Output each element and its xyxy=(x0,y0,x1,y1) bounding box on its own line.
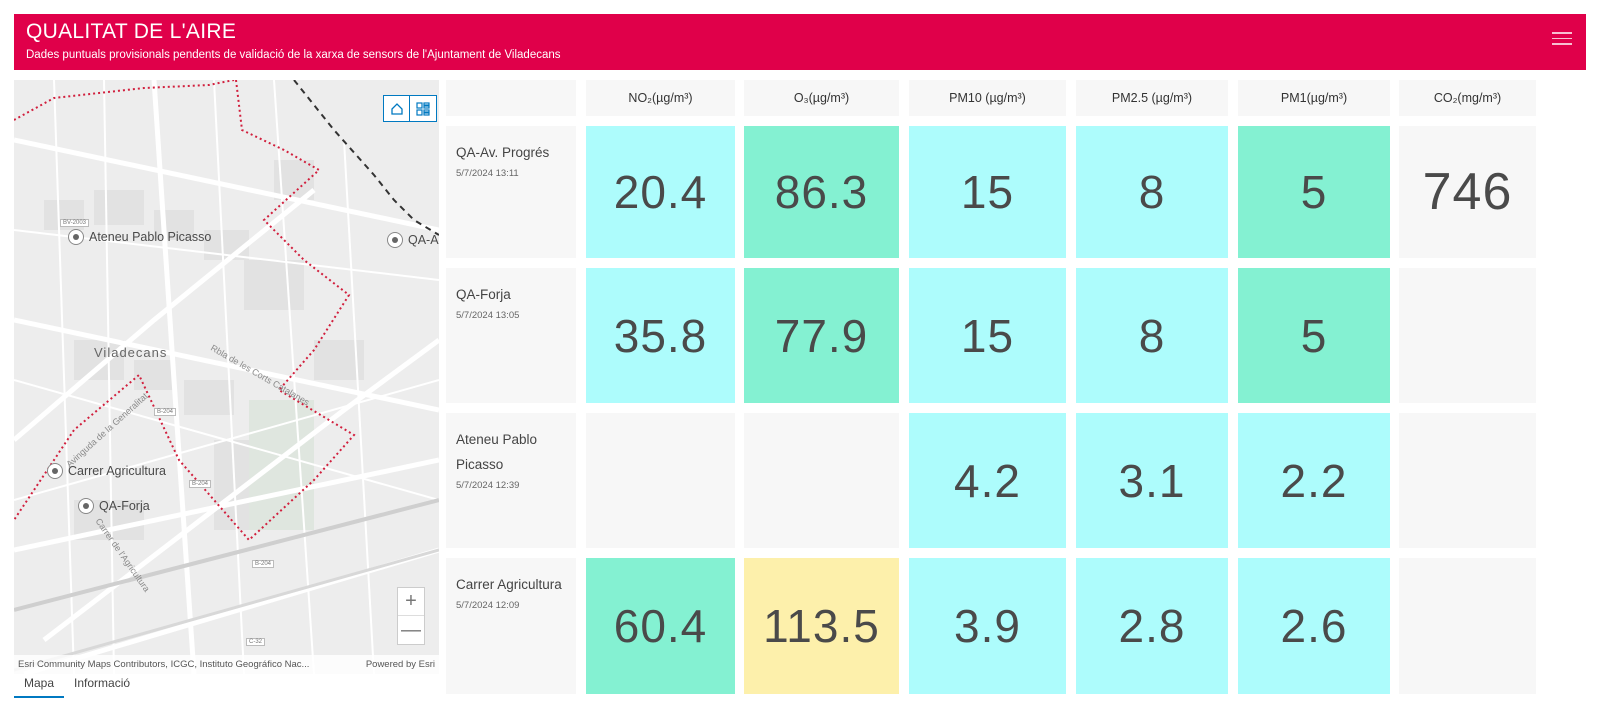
value-cell-o3: 113.5 xyxy=(744,558,899,694)
row-header-qa-forja: QA-Forja 5/7/2024 13:05 xyxy=(446,268,576,403)
value-cell-pm1: 2.6 xyxy=(1238,558,1390,694)
value-cell-pm25: 8 xyxy=(1076,268,1228,403)
sensor-icon xyxy=(78,498,94,514)
air-quality-grid: NO₂(µg/m³) O₃(µg/m³) PM10 (µg/m³) PM2.5 … xyxy=(446,80,1586,696)
value-cell-o3: 77.9 xyxy=(744,268,899,403)
station-timestamp: 5/7/2024 12:09 xyxy=(456,600,520,611)
value-cell-pm1: 2.2 xyxy=(1238,413,1390,548)
column-header-pm10: PM10 (µg/m³) xyxy=(909,80,1066,116)
powered-by-esri[interactable]: Powered by Esri xyxy=(365,659,435,670)
value-cell-pm10: 3.9 xyxy=(909,558,1066,694)
value-cell-co2 xyxy=(1399,268,1536,403)
value-cell-pm25: 3.1 xyxy=(1076,413,1228,548)
road-label: B-204 xyxy=(154,408,177,416)
column-header-no2: NO₂(µg/m³) xyxy=(586,80,735,116)
road-label: B-204 xyxy=(189,480,212,488)
home-icon[interactable] xyxy=(384,96,410,121)
station-name: QA-Av. Progrés xyxy=(456,145,550,160)
zoom-control: + — xyxy=(397,587,425,645)
map-marker-label: QA-A xyxy=(408,233,439,247)
value-cell-pm10: 15 xyxy=(909,268,1066,403)
sensor-icon xyxy=(68,229,84,245)
sensor-icon xyxy=(47,463,63,479)
zoom-out-button[interactable]: — xyxy=(401,618,421,641)
station-timestamp: 5/7/2024 13:05 xyxy=(456,310,520,321)
page-subtitle: Dades puntuals provisionals pendents de … xyxy=(26,49,561,61)
map-marker-label: Ateneu Pablo Picasso xyxy=(89,230,212,244)
road-label: C-32 xyxy=(246,638,266,646)
map-marker-qa-av[interactable]: QA-A xyxy=(387,232,439,248)
value-cell-pm25: 8 xyxy=(1076,126,1228,258)
row-header-ateneu-pablo-picasso: Ateneu Pablo Picasso 5/7/2024 12:39 xyxy=(446,413,576,548)
map-view[interactable]: BV-2003 Ateneu Pablo Picasso QA-A Vilade… xyxy=(14,80,439,674)
zoom-in-button[interactable]: + xyxy=(398,588,424,616)
map-attribution: Esri Community Maps Contributors, ICGC, … xyxy=(14,655,439,674)
map-marker-label: Carrer Agricultura xyxy=(68,464,166,478)
column-header-co2: CO₂(mg/m³) xyxy=(1399,80,1536,116)
row-header-carrer-agricultura: Carrer Agricultura 5/7/2024 12:09 xyxy=(446,558,576,694)
row-header-qa-av-progres: QA-Av. Progrés 5/7/2024 13:11 xyxy=(446,126,576,258)
tab-informacio[interactable]: Informació xyxy=(74,676,131,690)
app-header: QUALITAT DE L'AIRE Dades puntuals provis… xyxy=(14,14,1586,70)
city-label: Viladecans xyxy=(94,345,168,360)
tab-mapa[interactable]: Mapa xyxy=(14,672,65,698)
value-cell-co2 xyxy=(1399,558,1536,694)
value-cell-pm25: 2.8 xyxy=(1076,558,1228,694)
column-header-pm25: PM2.5 (µg/m³) xyxy=(1076,80,1228,116)
map-controls xyxy=(383,95,437,122)
value-cell-no2: 20.4 xyxy=(586,126,735,258)
corner-header xyxy=(446,80,576,116)
map-basemap xyxy=(14,80,439,674)
station-name: Carrer Agricultura xyxy=(456,577,562,592)
panel-tabs: Mapa Informació xyxy=(14,672,140,698)
station-name: QA-Forja xyxy=(456,287,511,302)
attribution-text[interactable]: Esri Community Maps Contributors, ICGC, … xyxy=(18,659,310,670)
value-cell-no2: 60.4 xyxy=(586,558,735,694)
value-cell-o3 xyxy=(744,413,899,548)
hamburger-icon[interactable] xyxy=(1552,28,1572,48)
value-cell-pm10: 15 xyxy=(909,126,1066,258)
value-cell-co2 xyxy=(1399,413,1536,548)
sensor-icon xyxy=(387,232,403,248)
value-cell-no2: 35.8 xyxy=(586,268,735,403)
column-header-pm1: PM1(µg/m³) xyxy=(1238,80,1390,116)
map-marker-ateneu[interactable]: Ateneu Pablo Picasso xyxy=(68,229,211,245)
value-cell-pm1: 5 xyxy=(1238,268,1390,403)
layers-list-icon[interactable] xyxy=(410,96,436,121)
road-label: BV-2003 xyxy=(60,219,90,227)
station-timestamp: 5/7/2024 13:11 xyxy=(456,168,519,179)
map-marker-carrer-agricultura[interactable]: Carrer Agricultura xyxy=(47,463,166,479)
road-label: B-204 xyxy=(252,560,275,568)
value-cell-pm1: 5 xyxy=(1238,126,1390,258)
map-marker-label: QA-Forja xyxy=(99,499,150,513)
value-cell-co2: 746 xyxy=(1399,126,1536,258)
value-cell-no2 xyxy=(586,413,735,548)
page-title: QUALITAT DE L'AIRE xyxy=(26,20,237,43)
map-marker-qa-forja[interactable]: QA-Forja xyxy=(78,498,150,514)
value-cell-pm10: 4.2 xyxy=(909,413,1066,548)
column-header-o3: O₃(µg/m³) xyxy=(744,80,899,116)
station-timestamp: 5/7/2024 12:39 xyxy=(456,480,520,491)
value-cell-o3: 86.3 xyxy=(744,126,899,258)
station-name: Ateneu Pablo Picasso xyxy=(456,432,538,472)
